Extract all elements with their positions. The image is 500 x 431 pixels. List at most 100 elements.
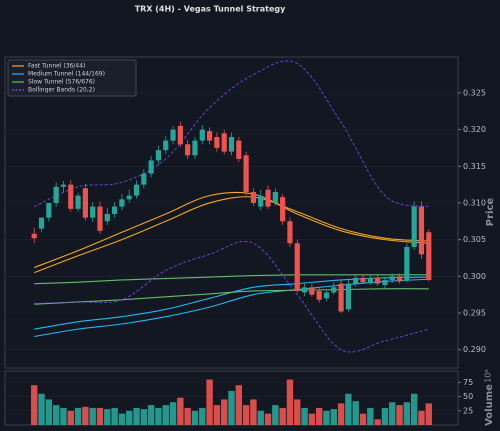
y-axis-label: Price (485, 198, 496, 227)
candle-body (104, 213, 110, 222)
candle-body (82, 188, 88, 218)
candle-body (141, 173, 147, 185)
legend-box (7, 59, 137, 97)
volume-bar (82, 406, 89, 425)
volume-bar (118, 413, 126, 425)
candle-body (192, 140, 198, 156)
candle-body (38, 217, 45, 229)
candle-body (294, 243, 300, 291)
volume-bar (38, 393, 45, 425)
candle-body (90, 206, 96, 218)
legend-label: Bollinger Bands (20,2) (28, 87, 95, 94)
y-tick-label: 0.310 (463, 198, 486, 207)
y-tick-label: 25 (463, 406, 473, 415)
candle-body (250, 191, 257, 203)
volume-bar (272, 405, 279, 425)
legend-label: Medium Tunnel (144/169) (28, 71, 105, 78)
indicator-line (34, 288, 429, 305)
volume-bar (374, 419, 381, 425)
volume-bar (425, 403, 432, 425)
candle-body (375, 277, 381, 284)
candle-body (367, 277, 373, 283)
candle-body (228, 136, 235, 152)
legend-label: Fast Tunnel (36/44) (28, 63, 85, 70)
candle-body (396, 276, 403, 282)
volume-bar (257, 410, 264, 425)
candle-body (426, 232, 432, 280)
candle-body (148, 160, 154, 174)
candle-body (411, 206, 417, 247)
volume-bar (52, 405, 60, 425)
candle-body (97, 206, 103, 231)
candle-body (31, 233, 37, 239)
candle-body (389, 276, 395, 280)
volume-bar (323, 410, 330, 425)
volume-bar (286, 379, 294, 425)
volume-bar (389, 402, 396, 425)
volume-bar (264, 413, 272, 425)
candle-body (185, 144, 191, 156)
volume-bar (381, 407, 389, 425)
volume-bar (206, 379, 213, 425)
candle-body (133, 184, 140, 196)
candle-body (287, 221, 293, 244)
volume-scale-label: 10⁶ (484, 369, 493, 382)
candle-body (236, 140, 242, 159)
candle-body (155, 150, 162, 161)
candle-body (68, 184, 74, 209)
candle-body (119, 199, 125, 207)
candle-body (345, 283, 352, 310)
candle-body (418, 206, 425, 255)
candle-body (258, 195, 264, 207)
volume-bar (133, 407, 140, 425)
candle-body (404, 246, 410, 280)
indicator-line (34, 241, 429, 353)
legend-label: Slow Tunnel (576/676) (28, 79, 95, 86)
volume-bar (177, 397, 184, 425)
y-tick-label: 50 (463, 392, 473, 401)
candle-body (353, 277, 359, 284)
indicator-line (34, 278, 429, 338)
legend: Fast Tunnel (36/44)Medium Tunnel (144/16… (7, 59, 137, 97)
volume-bar (308, 413, 316, 425)
candle-body (338, 283, 344, 312)
volume-bar (60, 407, 67, 425)
volume-bar (89, 407, 96, 425)
volume-bar (31, 385, 38, 425)
volume-bar (330, 409, 337, 425)
volume-bar (235, 385, 243, 425)
indicator-line (34, 276, 429, 330)
y-tick-label: 75 (463, 378, 473, 387)
volume-bar (155, 407, 162, 425)
y-tick-label: 0.295 (463, 308, 486, 317)
y-tick-label: 0.325 (463, 88, 486, 97)
candle-body (265, 189, 271, 207)
candle-body (170, 129, 176, 141)
candle-body (53, 186, 59, 203)
volume-bar (359, 413, 367, 425)
candle-body (46, 202, 52, 218)
candle-body (214, 136, 220, 148)
candle-body (301, 287, 308, 293)
candle-body (360, 277, 366, 283)
candle-body (177, 125, 183, 145)
volume-bar (140, 409, 148, 425)
volume-bar (111, 407, 118, 425)
candle-body (323, 292, 330, 299)
volume-bar (396, 405, 403, 425)
volume-bar (104, 409, 111, 425)
volume-bar (352, 401, 359, 425)
candle-body (111, 206, 118, 214)
volume-bar (294, 399, 301, 425)
volume-bar (162, 405, 169, 425)
candle-body (316, 290, 322, 300)
y-tick-label: 0.290 (463, 345, 486, 354)
volume-bar (199, 407, 206, 425)
candle-body (382, 279, 388, 286)
volume-bar (74, 407, 82, 425)
volume-bar (169, 402, 177, 425)
candle-body (309, 287, 315, 295)
volume-bar (418, 410, 425, 425)
volume-bar (367, 407, 374, 425)
